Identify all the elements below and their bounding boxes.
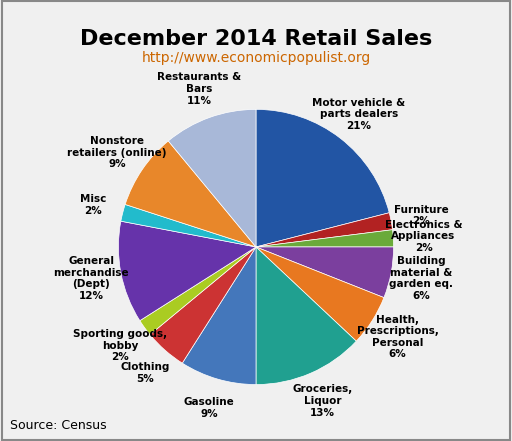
Text: Groceries,
Liquor
13%: Groceries, Liquor 13% [292, 385, 353, 418]
Text: Motor vehicle &
parts dealers
21%: Motor vehicle & parts dealers 21% [312, 98, 406, 131]
Wedge shape [256, 213, 393, 247]
Wedge shape [256, 230, 394, 247]
Text: Building
material &
garden eq.
6%: Building material & garden eq. 6% [389, 256, 453, 301]
Text: Electronics &
Appliances
2%: Electronics & Appliances 2% [385, 220, 462, 253]
Wedge shape [125, 141, 256, 247]
Wedge shape [256, 247, 394, 298]
Text: Clothing
5%: Clothing 5% [120, 362, 169, 384]
Text: Source: Census: Source: Census [10, 419, 107, 432]
Text: http://www.economicpopulist.org: http://www.economicpopulist.org [141, 51, 371, 65]
Wedge shape [168, 109, 256, 247]
Text: Restaurants &
Bars
11%: Restaurants & Bars 11% [157, 72, 241, 106]
Text: Health,
Prescriptions,
Personal
6%: Health, Prescriptions, Personal 6% [357, 314, 439, 359]
Wedge shape [150, 247, 256, 363]
Text: Nonstore
retailers (online)
9%: Nonstore retailers (online) 9% [68, 136, 167, 169]
Text: Sporting goods,
hobby
2%: Sporting goods, hobby 2% [73, 329, 167, 362]
Wedge shape [182, 247, 256, 385]
Wedge shape [256, 247, 384, 341]
Text: Misc
2%: Misc 2% [80, 194, 106, 216]
Text: Gasoline
9%: Gasoline 9% [184, 397, 234, 419]
Wedge shape [118, 221, 256, 321]
Wedge shape [256, 109, 389, 247]
Text: Furniture
2%: Furniture 2% [394, 205, 449, 226]
Wedge shape [121, 205, 256, 247]
Wedge shape [140, 247, 256, 335]
Text: General
merchandise
(Dept)
12%: General merchandise (Dept) 12% [53, 256, 129, 301]
Text: December 2014 Retail Sales: December 2014 Retail Sales [80, 29, 432, 49]
Wedge shape [256, 247, 356, 385]
